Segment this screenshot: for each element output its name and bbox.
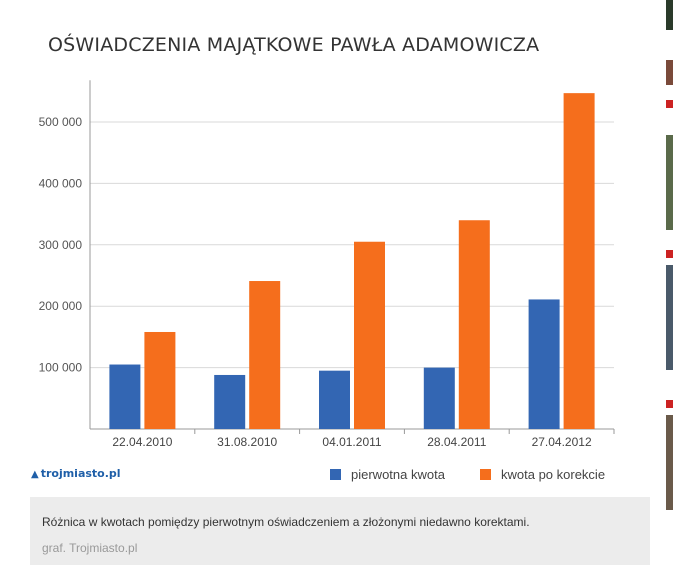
legend-label-korekta: kwota po korekcie xyxy=(501,467,606,482)
bar-pierwotna xyxy=(214,374,246,429)
legend-item-pierwotna[interactable]: pierwotna kwota xyxy=(330,467,445,482)
legend-swatch-orange xyxy=(480,469,491,480)
legend-item-korekta[interactable]: kwota po korekcie xyxy=(480,467,605,482)
bar-korekta xyxy=(144,331,176,429)
edge-thumbnail xyxy=(666,400,673,408)
bar-pierwotna xyxy=(319,370,350,429)
edge-thumbnail xyxy=(666,250,673,258)
bar-pierwotna xyxy=(528,299,560,429)
bar-korekta xyxy=(563,93,595,429)
x-tick-label: 04.01.2011 xyxy=(322,435,381,449)
y-tick-label: 200 000 xyxy=(39,299,83,313)
x-tick-label: 22.04.2010 xyxy=(112,435,172,449)
bar-pierwotna xyxy=(423,367,455,429)
caption-text: Różnica w kwotach pomiędzy pierwotnym oś… xyxy=(42,515,530,529)
bar-chart: 100 000 200 000 300 000 400 000 500 000 22.04… xyxy=(39,80,615,449)
edge-thumbnail xyxy=(666,415,673,510)
edge-thumbnail xyxy=(666,60,673,85)
page-edge-strip xyxy=(666,0,673,572)
bar-pierwotna xyxy=(109,364,141,429)
y-tick-label: 500 000 xyxy=(39,115,83,129)
y-tick-label: 100 000 xyxy=(39,361,83,375)
x-tick-label: 31.08.2010 xyxy=(217,435,277,449)
chart-title: OŚWIADCZENIA MAJĄTKOWE PAWŁA ADAMOWICZA xyxy=(48,34,540,56)
bird-icon: ▲ xyxy=(31,469,39,480)
caption-source: graf. Trojmiasto.pl xyxy=(42,541,138,555)
x-tick-label: 27.04.2012 xyxy=(532,435,592,449)
x-tick-label: 28.04.2011 xyxy=(427,435,486,449)
y-tick-label: 300 000 xyxy=(39,238,83,252)
bar-korekta xyxy=(354,241,385,429)
edge-thumbnail xyxy=(666,135,673,230)
trojmiasto-logo[interactable]: ▲ trojmiasto.pl xyxy=(31,467,121,480)
legend-swatch-blue xyxy=(330,469,341,480)
edge-thumbnail xyxy=(666,100,673,108)
bar-korekta xyxy=(249,281,281,429)
edge-thumbnail xyxy=(666,265,673,370)
bar-korekta xyxy=(458,220,490,429)
edge-thumbnail xyxy=(666,0,673,30)
y-tick-label: 400 000 xyxy=(39,176,83,190)
logo-label: trojmiasto.pl xyxy=(40,467,121,480)
caption-box: Różnica w kwotach pomiędzy pierwotnym oś… xyxy=(30,497,650,565)
legend-label-pierwotna: pierwotna kwota xyxy=(351,467,445,482)
